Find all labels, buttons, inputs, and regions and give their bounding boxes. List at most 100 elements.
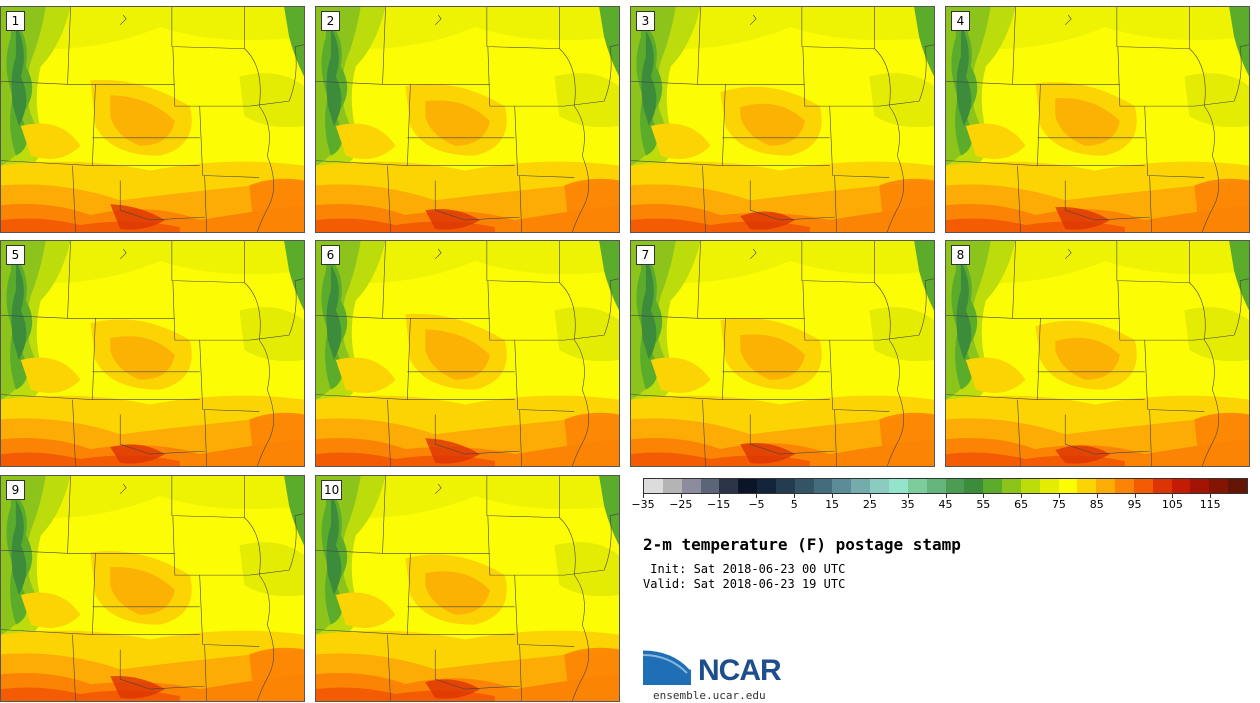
colorbar-segment xyxy=(1228,479,1247,493)
stamp-panel-8: 8 xyxy=(945,240,1250,467)
colorbar-segment xyxy=(1152,479,1172,493)
colorbar-tick-label: −5 xyxy=(748,498,765,511)
panel-number-label: 9 xyxy=(6,480,25,500)
colorbar-tick xyxy=(1210,494,1212,498)
logo-text: NCAR xyxy=(698,654,782,687)
stamp-panel-5: 5 xyxy=(0,240,305,467)
init-time: Init: Sat 2018-06-23 00 UTC xyxy=(643,562,846,576)
colorbar-tick-label: 65 xyxy=(1014,498,1029,511)
temperature-map xyxy=(316,241,619,466)
panel-number-label: 4 xyxy=(951,11,970,31)
colorbar-segment xyxy=(738,479,758,493)
colorbar-segment xyxy=(945,479,965,493)
colorbar-segment xyxy=(926,479,946,493)
colorbar-segment xyxy=(1115,479,1134,493)
temperature-map xyxy=(631,7,934,232)
panel-number-label: 5 xyxy=(6,245,25,265)
colorbar-segment xyxy=(757,479,776,493)
colorbar-tick-label: −25 xyxy=(669,498,693,511)
panel-number-label: 3 xyxy=(636,11,655,31)
colorbar-tick-label: −15 xyxy=(707,498,731,511)
colorbar-segment xyxy=(1077,479,1097,493)
colorbar-segment xyxy=(1133,479,1153,493)
colorbar-tick xyxy=(718,494,720,498)
stamp-panel-2: 2 xyxy=(315,6,620,233)
temperature-map xyxy=(1,7,304,232)
colorbar-segment xyxy=(1058,479,1078,493)
colorbar-tick xyxy=(643,494,644,498)
stamp-panel-10: 10 xyxy=(315,475,620,702)
colorbar-tick-label: 115 xyxy=(1199,498,1221,511)
colorbar-tick-label: 35 xyxy=(900,498,915,511)
stamp-panel-4: 4 xyxy=(945,6,1250,233)
colorbar-segment xyxy=(851,479,871,493)
stamp-panel-3: 3 xyxy=(630,6,935,233)
stamp-panel-7: 7 xyxy=(630,240,935,467)
valid-time: Valid: Sat 2018-06-23 19 UTC xyxy=(643,577,846,591)
colorbar-segment xyxy=(983,479,1003,493)
colorbar-tick-label: 105 xyxy=(1161,498,1183,511)
colorbar-segment xyxy=(644,479,663,493)
colorbar-segment xyxy=(719,479,739,493)
colorbar-tick-label: 25 xyxy=(862,498,877,511)
colorbar-ticks xyxy=(643,494,1248,498)
colorbar-tick-label: 55 xyxy=(976,498,991,511)
colorbar-tick xyxy=(983,494,985,498)
panel-number-label: 1 xyxy=(6,11,25,31)
colorbar-tick-label: −35 xyxy=(631,498,655,511)
panel-number-label: 7 xyxy=(636,245,655,265)
colorbar-segment xyxy=(1171,479,1191,493)
colorbar-segment xyxy=(888,479,908,493)
panel-number-label: 6 xyxy=(321,245,340,265)
colorbar-tick xyxy=(756,494,758,498)
temperature-map xyxy=(631,241,934,466)
colorbar-tick-label: 5 xyxy=(790,498,798,511)
stamp-panel-1: 1 xyxy=(0,6,305,233)
colorbar-tick-label: 95 xyxy=(1127,498,1142,511)
colorbar-segment xyxy=(907,479,927,493)
colorbar-segment xyxy=(681,479,701,493)
colorbar-tick xyxy=(945,494,947,498)
colorbar-segment xyxy=(700,479,720,493)
colorbar-tick xyxy=(1172,494,1174,498)
colorbar-tick xyxy=(1021,494,1023,498)
colorbar-segment xyxy=(1039,479,1059,493)
chart-title: 2-m temperature (F) postage stamp xyxy=(643,535,961,554)
colorbar-tick xyxy=(1058,494,1060,498)
temperature-map xyxy=(316,476,619,701)
colorbar-segment xyxy=(1209,479,1229,493)
colorbar-tick xyxy=(1134,494,1136,498)
colorbar-tick-label: 75 xyxy=(1051,498,1066,511)
panel-number-label: 10 xyxy=(321,480,343,500)
colorbar-segment xyxy=(832,479,852,493)
ncar-logo-icon xyxy=(643,647,693,685)
stamp-panel-9: 9 xyxy=(0,475,305,702)
colorbar-tick xyxy=(907,494,909,498)
temperature-map xyxy=(1,241,304,466)
temperature-map xyxy=(946,241,1249,466)
colorbar-tick xyxy=(794,494,796,498)
colorbar-segment xyxy=(1096,479,1116,493)
colorbar-segment xyxy=(775,479,795,493)
temperature-map xyxy=(1,476,304,701)
colorbar-tick xyxy=(869,494,871,498)
colorbar-segment xyxy=(870,479,889,493)
colorbar-segment xyxy=(662,479,682,493)
colorbar-segment xyxy=(1190,479,1210,493)
colorbar-segment xyxy=(813,479,833,493)
panel-number-label: 8 xyxy=(951,245,970,265)
colorbar-tick-label: 85 xyxy=(1089,498,1104,511)
colorbar-tick xyxy=(1096,494,1098,498)
colorbar-labels: −35 −25 −15 −5 5 15 25 35 45 55 65 75 85 95 105 115 xyxy=(631,498,1248,514)
temperature-colorbar xyxy=(643,478,1248,494)
temperature-map xyxy=(316,7,619,232)
colorbar-tick xyxy=(832,494,834,498)
colorbar-segment xyxy=(964,479,984,493)
colorbar-tick xyxy=(680,494,682,498)
colorbar-tick-label: 45 xyxy=(938,498,953,511)
temperature-map xyxy=(946,7,1249,232)
colorbar-tick-label: 15 xyxy=(825,498,840,511)
colorbar-segment xyxy=(1002,479,1021,493)
colorbar-segment xyxy=(794,479,814,493)
colorbar-segment xyxy=(1020,479,1040,493)
